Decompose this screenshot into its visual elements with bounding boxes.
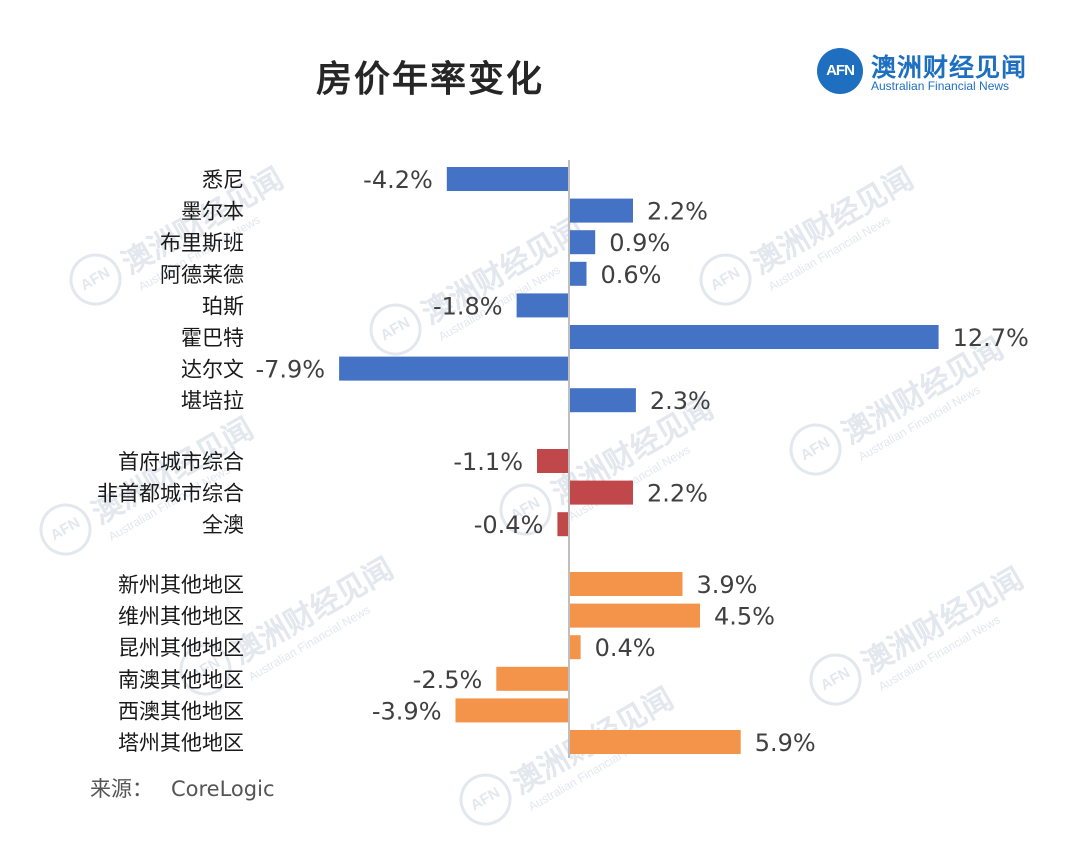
category-label: 非首都城市综合 — [97, 482, 244, 506]
data-label: 3.9% — [697, 571, 758, 599]
data-label: 5.9% — [755, 729, 816, 757]
bar-全澳 — [557, 512, 569, 537]
data-label: -1.1% — [453, 448, 523, 476]
data-label: 4.5% — [714, 603, 775, 631]
bar-首府城市综合 — [537, 449, 569, 473]
category-label: 堪培拉 — [181, 389, 244, 413]
source-value: CoreLogic — [171, 777, 275, 801]
bar-布里斯班 — [569, 230, 596, 255]
brand-name-cn: 澳洲财经见闻 — [871, 53, 1028, 82]
bar-新州其他地区 — [569, 572, 683, 596]
bar-维州其他地区 — [569, 603, 700, 628]
bar-达尔文 — [339, 356, 569, 381]
category-label: 首府城市综合 — [118, 450, 244, 474]
afn-logo-icon: AFN — [817, 48, 863, 94]
data-label: -4.2% — [363, 166, 433, 194]
data-label: -3.9% — [372, 697, 442, 725]
bar-墨尔本 — [569, 198, 633, 223]
category-label: 墨尔本 — [181, 200, 244, 224]
category-label: 布里斯班 — [160, 231, 244, 255]
data-label: 12.7% — [953, 324, 1029, 352]
brand-logo: AFN 澳洲财经见闻 Australian Financial News — [817, 48, 1057, 98]
category-label: 阿德莱德 — [160, 263, 244, 287]
data-label: -0.4% — [474, 511, 544, 539]
category-label: 南澳其他地区 — [118, 668, 244, 692]
bar-西澳其他地区 — [455, 698, 569, 723]
source-note: 来源： CoreLogic — [90, 773, 293, 803]
bar-霍巴特 — [569, 325, 939, 349]
data-label: 0.6% — [601, 261, 662, 289]
bar-南澳其他地区 — [496, 666, 570, 691]
brand-name-en: Australian Financial News — [871, 79, 1010, 93]
bar-悉尼 — [446, 167, 569, 191]
bar-阿德莱德 — [569, 261, 587, 286]
category-label: 维州其他地区 — [118, 605, 244, 629]
chart-title: 房价年率变化 — [316, 59, 545, 100]
bar-塔州其他地区 — [569, 730, 741, 754]
source-label: 来源： — [90, 777, 153, 801]
category-label: 新州其他地区 — [118, 573, 244, 597]
data-label: -1.8% — [433, 292, 503, 320]
data-label: 0.9% — [609, 229, 670, 257]
category-label: 全澳 — [202, 513, 244, 537]
bar-堪培拉 — [569, 388, 636, 413]
bar-非首都城市综合 — [569, 480, 633, 505]
category-label: 塔州其他地区 — [118, 731, 244, 755]
data-label: -2.5% — [413, 666, 483, 694]
data-label: 2.2% — [647, 198, 708, 226]
category-label: 昆州其他地区 — [118, 636, 244, 660]
bar-昆州其他地区 — [569, 635, 581, 660]
data-label: -7.9% — [255, 356, 325, 384]
bar-珀斯 — [516, 293, 569, 318]
category-label: 悉尼 — [202, 168, 244, 192]
data-label: 2.3% — [650, 387, 711, 415]
category-label: 珀斯 — [202, 294, 244, 318]
data-label: 2.2% — [647, 480, 708, 508]
category-label: 西澳其他地区 — [118, 699, 244, 723]
data-label: 0.4% — [595, 634, 656, 662]
category-label: 达尔文 — [181, 358, 244, 382]
category-label: 霍巴特 — [181, 326, 244, 350]
